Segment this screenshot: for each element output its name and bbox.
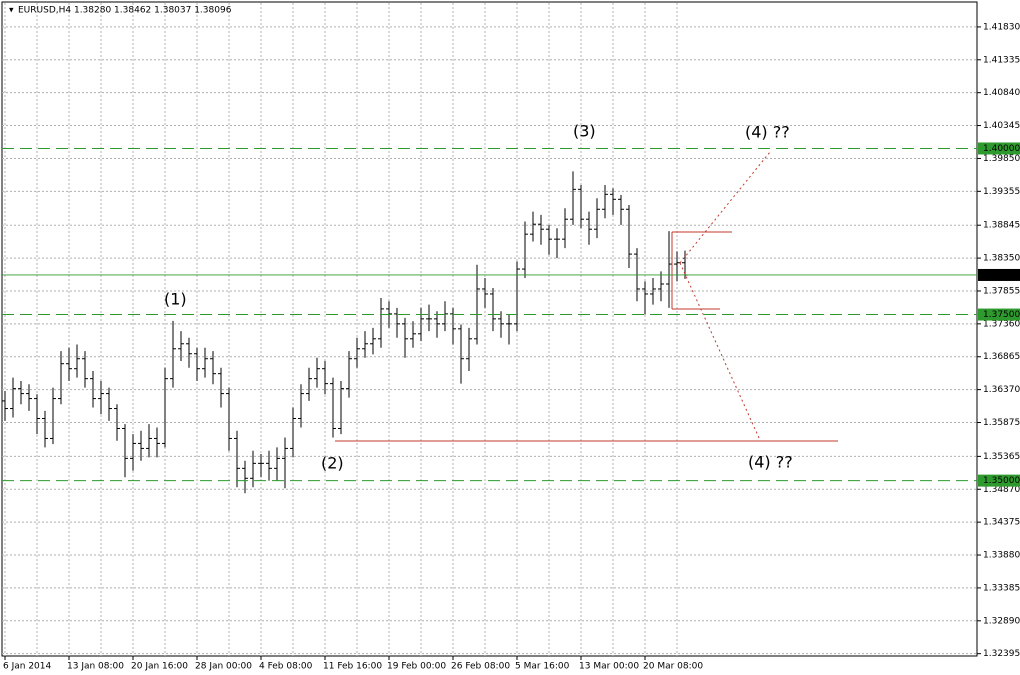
x-tick-label: 13 Mar 00:00 bbox=[579, 662, 639, 672]
x-tick-label: 19 Feb 00:00 bbox=[387, 662, 446, 672]
wave-label: (3) bbox=[573, 122, 596, 141]
x-tick-label: 5 Mar 16:00 bbox=[515, 662, 570, 672]
level-tag bbox=[978, 474, 1020, 487]
header-arrow: ▾ bbox=[9, 6, 14, 16]
y-tick-label: 1.32890 bbox=[983, 616, 1020, 626]
drawings bbox=[335, 151, 838, 442]
wave-label: (4) ?? bbox=[745, 123, 790, 142]
y-tick-label: 1.37360 bbox=[983, 319, 1020, 329]
y-tick-label: 1.40840 bbox=[983, 88, 1020, 98]
y-tick-label: 1.33385 bbox=[983, 583, 1020, 593]
grid bbox=[2, 3, 977, 656]
y-tick-label: 1.41335 bbox=[983, 55, 1020, 65]
price-label: 1.38096 bbox=[983, 270, 1020, 280]
projection-up bbox=[679, 151, 771, 264]
y-tick-label: 1.34375 bbox=[983, 518, 1020, 528]
wave-label: (4) ?? bbox=[748, 453, 793, 472]
y-tick-label: 1.40345 bbox=[983, 121, 1020, 131]
x-tick-label: 11 Feb 16:00 bbox=[323, 662, 382, 672]
y-tick-label: 1.39850 bbox=[983, 154, 1020, 164]
y-tick-label: 1.38350 bbox=[983, 254, 1020, 264]
level-label: 1.35000 bbox=[983, 476, 1020, 486]
y-tick-label: 1.37855 bbox=[983, 286, 1020, 296]
level-label: 1.37500 bbox=[983, 310, 1020, 320]
y-tick-label: 1.36865 bbox=[983, 352, 1020, 362]
wave-label: (1) bbox=[164, 290, 187, 309]
x-tick-label: 4 Feb 08:00 bbox=[259, 662, 313, 672]
chart-header: EURUSD,H4 1.38280 1.38462 1.38037 1.3809… bbox=[18, 6, 232, 16]
x-tick-label: 28 Jan 00:00 bbox=[195, 662, 252, 672]
y-tick-label: 1.39355 bbox=[983, 187, 1020, 197]
y-tick-label: 1.33880 bbox=[983, 551, 1020, 561]
bars bbox=[2, 171, 688, 494]
plot-frame bbox=[1, 1, 978, 657]
x-tick-label: 13 Jan 08:00 bbox=[67, 662, 124, 672]
wave-label: (2) bbox=[321, 454, 344, 473]
y-tick-label: 1.34870 bbox=[983, 485, 1020, 495]
y-tick-label: 1.35365 bbox=[983, 452, 1020, 462]
x-tick-label: 26 Feb 08:00 bbox=[451, 662, 510, 672]
y-tick-label: 1.41830 bbox=[983, 22, 1020, 32]
projection-down bbox=[679, 262, 761, 441]
y-tick-label: 1.32395 bbox=[983, 649, 1020, 659]
x-tick-label: 20 Jan 16:00 bbox=[131, 662, 188, 672]
price-tag bbox=[978, 268, 1020, 281]
level-label: 1.40000 bbox=[983, 144, 1020, 154]
y-tick-label: 1.35875 bbox=[983, 418, 1020, 428]
level-tag bbox=[978, 308, 1020, 321]
level-tag bbox=[978, 142, 1020, 155]
x-tick-label: 20 Mar 08:00 bbox=[643, 662, 703, 672]
y-tick-label: 1.36370 bbox=[983, 385, 1020, 395]
x-tick-label: 6 Jan 2014 bbox=[3, 662, 51, 672]
y-tick-label: 1.38845 bbox=[983, 221, 1020, 231]
